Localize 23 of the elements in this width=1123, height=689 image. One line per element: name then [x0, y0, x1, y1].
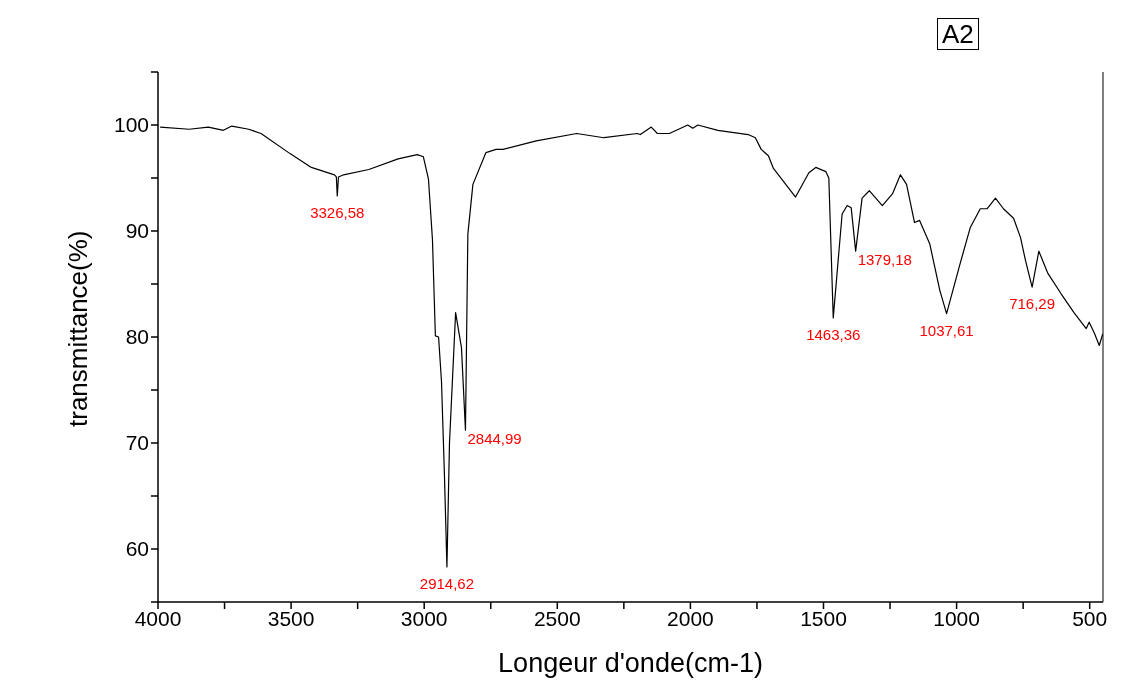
chart-title: A2: [937, 18, 979, 50]
x-tick-label: 2500: [533, 606, 581, 630]
y-tick-label: 60: [125, 537, 149, 561]
x-tick-label: 500: [1072, 606, 1108, 630]
x-tick-label: 3000: [400, 606, 448, 630]
y-tick-label: 70: [125, 431, 149, 455]
annotation: 716,29: [1009, 295, 1056, 313]
x-tick-label: 1500: [800, 606, 847, 630]
y-axis-title: transmittance(%): [63, 230, 94, 427]
annotation: 2844,99: [467, 430, 522, 448]
x-axis-title: Longeur d'onde(cm-1): [498, 648, 763, 678]
x-tick-label: 1000: [933, 606, 980, 630]
annotation: 1379,18: [857, 251, 912, 269]
annotation: 3326,58: [310, 204, 365, 222]
y-tick-label: 80: [125, 325, 149, 349]
x-tick-label: 4000: [134, 606, 182, 630]
x-tick-label: 3500: [267, 606, 315, 630]
annotation: 1037,61: [919, 321, 974, 339]
annotation: 2914,62: [419, 575, 475, 593]
y-tick-label: 100: [113, 113, 149, 137]
y-tick-label: 90: [125, 219, 149, 243]
annotation: 1463,36: [806, 325, 861, 343]
x-tick-label: 2000: [667, 606, 714, 630]
